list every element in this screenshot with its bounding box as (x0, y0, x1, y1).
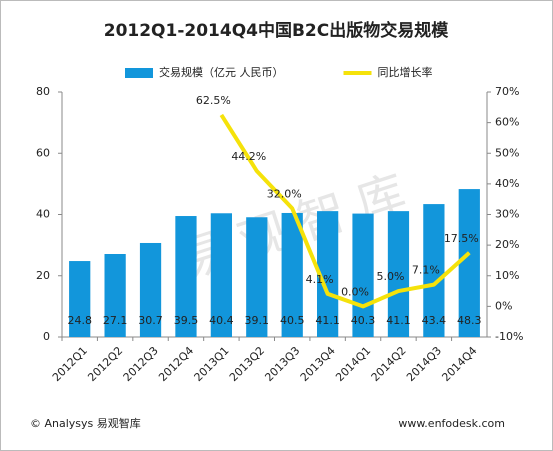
line (219, 113, 471, 309)
bar (387, 211, 410, 337)
line-value-label: 7.1% (412, 264, 440, 277)
line-value-label: 44.2% (231, 150, 266, 163)
bar (246, 217, 268, 337)
bar (281, 212, 303, 337)
bar-value-label: 27.1 (103, 314, 128, 327)
bar-value-label: 39.5 (174, 314, 199, 327)
bar (317, 211, 339, 337)
chart-title: 2012Q1-2014Q4中国B2C出版物交易规模 (104, 20, 450, 41)
legend-label: 同比增长率 (378, 65, 433, 79)
bar (210, 213, 232, 337)
bar-value-label: 40.3 (351, 314, 376, 327)
bar (104, 254, 126, 337)
bar-value-label: 24.8 (67, 314, 92, 327)
y2-tick-label: 60% (495, 116, 519, 129)
y2-tick-label: 40% (495, 177, 519, 190)
line-value-label: 4.1% (306, 273, 334, 286)
bar-value-label: 48.3 (457, 314, 482, 327)
y-tick-label: 80 (36, 85, 50, 98)
website: www.enfodesk.com (398, 417, 505, 430)
bar-value-label: 40.4 (209, 314, 234, 327)
y-tick-label: 20 (36, 269, 50, 282)
y2-tick-label: 10% (495, 269, 519, 282)
y2-tick-label: -10% (495, 330, 523, 343)
line-value-label: 32.0% (267, 187, 302, 200)
bar-value-label: 39.1 (245, 314, 270, 327)
bar (69, 261, 91, 337)
bar (175, 216, 197, 337)
y2-tick-label: 20% (495, 238, 519, 251)
y-tick-label: 60 (36, 146, 50, 159)
bar (458, 189, 480, 337)
line-value-label: 17.5% (444, 232, 479, 245)
bar-value-label: 40.5 (280, 314, 305, 327)
y2-tick-label: 50% (495, 146, 519, 159)
source: © Analysys 易观智库 (30, 416, 141, 430)
line-value-label: 5.0% (376, 270, 404, 283)
bar (423, 204, 445, 337)
bar-value-label: 41.1 (315, 314, 340, 327)
bar-value-label: 43.4 (422, 314, 447, 327)
bar-value-label: 41.1 (386, 314, 411, 327)
bar (139, 242, 162, 337)
y2-tick-label: 0% (495, 299, 512, 312)
y2-tick-label: 70% (495, 85, 519, 98)
y-tick-label: 0 (43, 330, 50, 343)
legend-label: 交易规模（亿元 人民币） (159, 65, 284, 79)
line-value-label: 62.5% (196, 94, 231, 107)
y-tick-label: 40 (36, 208, 50, 221)
y2-tick-label: 30% (495, 208, 519, 221)
bar-value-label: 30.7 (138, 314, 163, 327)
legend-swatch (125, 68, 153, 78)
line-value-label: 0.0% (341, 285, 369, 298)
